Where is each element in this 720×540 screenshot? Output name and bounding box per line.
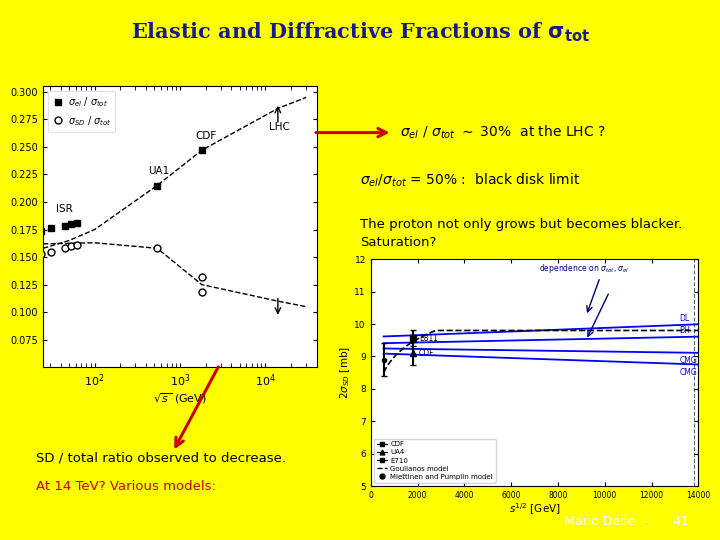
Y-axis label: 2$\sigma_{SD}$ [mb]: 2$\sigma_{SD}$ [mb] [338,346,351,399]
Text: Elastic and Diffractive Fractions of $\mathbf{\sigma_{tot}}$: Elastic and Diffractive Fractions of $\m… [130,21,590,44]
Text: LHC: LHC [269,123,289,132]
Text: SD / total ratio observed to decrease.: SD / total ratio observed to decrease. [36,452,286,465]
Text: $\sigma_{el}$/$\sigma_{tot}$ = 50% :  black disk limit: $\sigma_{el}$/$\sigma_{tot}$ = 50% : bla… [360,172,580,190]
Text: Mario Deile  –      41: Mario Deile – 41 [564,515,689,528]
Text: CDF: CDF [195,131,216,141]
Text: $\sigma_{el}$ / $\sigma_{tot}$ $\sim$ 30%  at the LHC ?: $\sigma_{el}$ / $\sigma_{tot}$ $\sim$ 30… [400,124,606,141]
Text: CMG: CMG [680,368,698,377]
Text: The proton not only grows but becomes blacker.
Saturation?: The proton not only grows but becomes bl… [360,218,683,249]
X-axis label: $s^{1/2}$ [GeV]: $s^{1/2}$ [GeV] [509,501,560,517]
Text: UA1: UA1 [148,166,169,177]
Text: BH: BH [680,326,690,335]
Text: At 14 TeV? Various models:: At 14 TeV? Various models: [36,481,216,494]
Legend: CDF, UA4, E710, Goulianos model, Miettinen and Pumplin model: CDF, UA4, E710, Goulianos model, Miettin… [374,438,495,483]
Text: CDF: CDF [419,349,434,357]
Text: DL: DL [680,314,690,322]
X-axis label: $\sqrt{s\,}$ (GeV): $\sqrt{s\,}$ (GeV) [153,392,207,406]
Text: ISR: ISR [55,204,73,214]
Text: dependence on $\sigma_{tot}$, $\sigma_{el}$: dependence on $\sigma_{tot}$, $\sigma_{e… [539,261,630,274]
Text: CMG: CMG [680,356,698,365]
Text: E811: E811 [419,334,438,343]
Legend: $\sigma_{el}$ / $\sigma_{tot}$, $\sigma_{SD}$ / $\sigma_{tot}$: $\sigma_{el}$ / $\sigma_{tot}$, $\sigma_… [48,91,114,132]
